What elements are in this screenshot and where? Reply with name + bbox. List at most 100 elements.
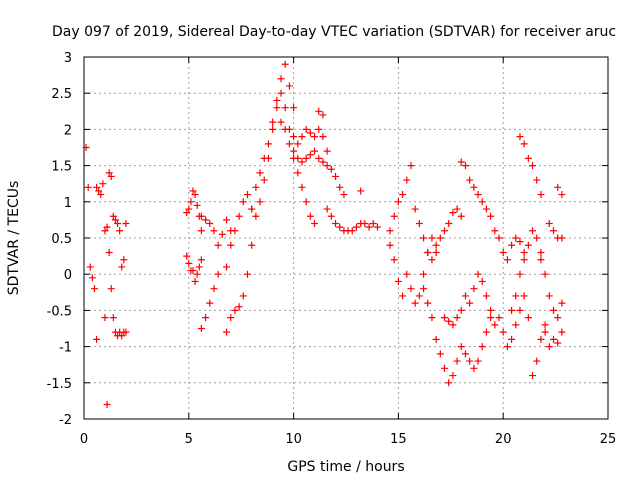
data-point [512, 292, 520, 300]
data-point [248, 205, 256, 213]
data-point [399, 292, 407, 300]
data-point [336, 183, 344, 191]
data-point [243, 191, 251, 199]
series-U [457, 158, 495, 220]
data-point [340, 191, 348, 199]
data-point [461, 162, 469, 170]
data-point [202, 314, 210, 322]
x-tick-label: 10 [285, 432, 302, 447]
series-AC [554, 183, 566, 199]
data-point [482, 292, 490, 300]
data-point [185, 205, 193, 213]
series-C [101, 223, 130, 340]
data-point [357, 187, 365, 195]
data-point [84, 183, 92, 191]
series-J [223, 191, 256, 271]
data-point [415, 220, 423, 228]
data-point [487, 314, 495, 322]
data-point [306, 151, 314, 159]
data-point [432, 335, 440, 343]
y-tick-label: -2 [59, 413, 72, 428]
y-tick-label: -0.5 [47, 304, 72, 319]
data-point [214, 270, 222, 278]
series-O [323, 205, 381, 235]
y-tick-label: 1.5 [51, 160, 72, 175]
data-point [482, 205, 490, 213]
series-H [197, 212, 222, 249]
data-point [193, 201, 201, 209]
data-point [294, 154, 302, 162]
data-point [457, 158, 465, 166]
data-point [298, 158, 306, 166]
data-point [420, 285, 428, 293]
data-point [390, 212, 398, 220]
series-W [495, 292, 549, 380]
data-point [516, 306, 524, 314]
data-point [529, 227, 537, 235]
data-point [533, 357, 541, 365]
data-point [554, 339, 562, 347]
data-point [227, 314, 235, 322]
data-point [390, 256, 398, 264]
data-point [185, 259, 193, 267]
data-point [524, 241, 532, 249]
data-point [491, 321, 499, 329]
data-point [105, 248, 113, 256]
data-point [269, 118, 277, 126]
data-point [478, 343, 486, 351]
data-point [323, 147, 331, 155]
data-point [183, 209, 191, 217]
data-point [411, 205, 419, 213]
y-tick-label: 2 [64, 123, 72, 138]
data-point [365, 223, 373, 231]
data-point [197, 212, 205, 220]
data-point [302, 125, 310, 133]
data-point [373, 223, 381, 231]
data-point [82, 144, 90, 151]
series-R [386, 234, 440, 307]
data-point [445, 317, 453, 325]
data-point [470, 285, 478, 293]
series-Y [516, 133, 545, 199]
data-point [311, 133, 319, 141]
data-point [424, 248, 432, 256]
data-point [352, 223, 360, 231]
data-point [537, 335, 545, 343]
data-point [550, 306, 558, 314]
data-point [306, 212, 314, 220]
data-point [218, 230, 226, 238]
data-point [210, 227, 218, 235]
series-B [93, 180, 111, 409]
data-point [109, 314, 117, 322]
data-point [273, 96, 281, 104]
data-point [457, 212, 465, 220]
y-tick-label: 3 [64, 51, 72, 66]
data-point [453, 205, 461, 213]
x-tick-label: 0 [80, 432, 88, 447]
data-point [474, 357, 482, 365]
data-point [281, 60, 289, 68]
chart-title: Day 097 of 2019, Sidereal Day-to-day VTE… [52, 24, 616, 40]
series-G [197, 216, 235, 332]
data-point [428, 314, 436, 322]
data-point [277, 89, 285, 97]
data-point [315, 125, 323, 133]
data-point [323, 162, 331, 170]
data-point [111, 216, 119, 224]
data-point [323, 205, 331, 213]
data-point [327, 165, 335, 173]
data-point [298, 133, 306, 141]
data-point [210, 285, 218, 293]
data-point [243, 270, 251, 278]
axis-ticks [83, 56, 609, 420]
data-point [403, 176, 411, 184]
data-point [495, 314, 503, 322]
data-point [558, 234, 566, 242]
data-point [197, 325, 205, 332]
data-point [122, 328, 130, 336]
data-point [470, 364, 478, 372]
data-point [545, 343, 553, 351]
data-point [394, 198, 402, 206]
data-point [227, 241, 235, 249]
data-point [298, 183, 306, 191]
